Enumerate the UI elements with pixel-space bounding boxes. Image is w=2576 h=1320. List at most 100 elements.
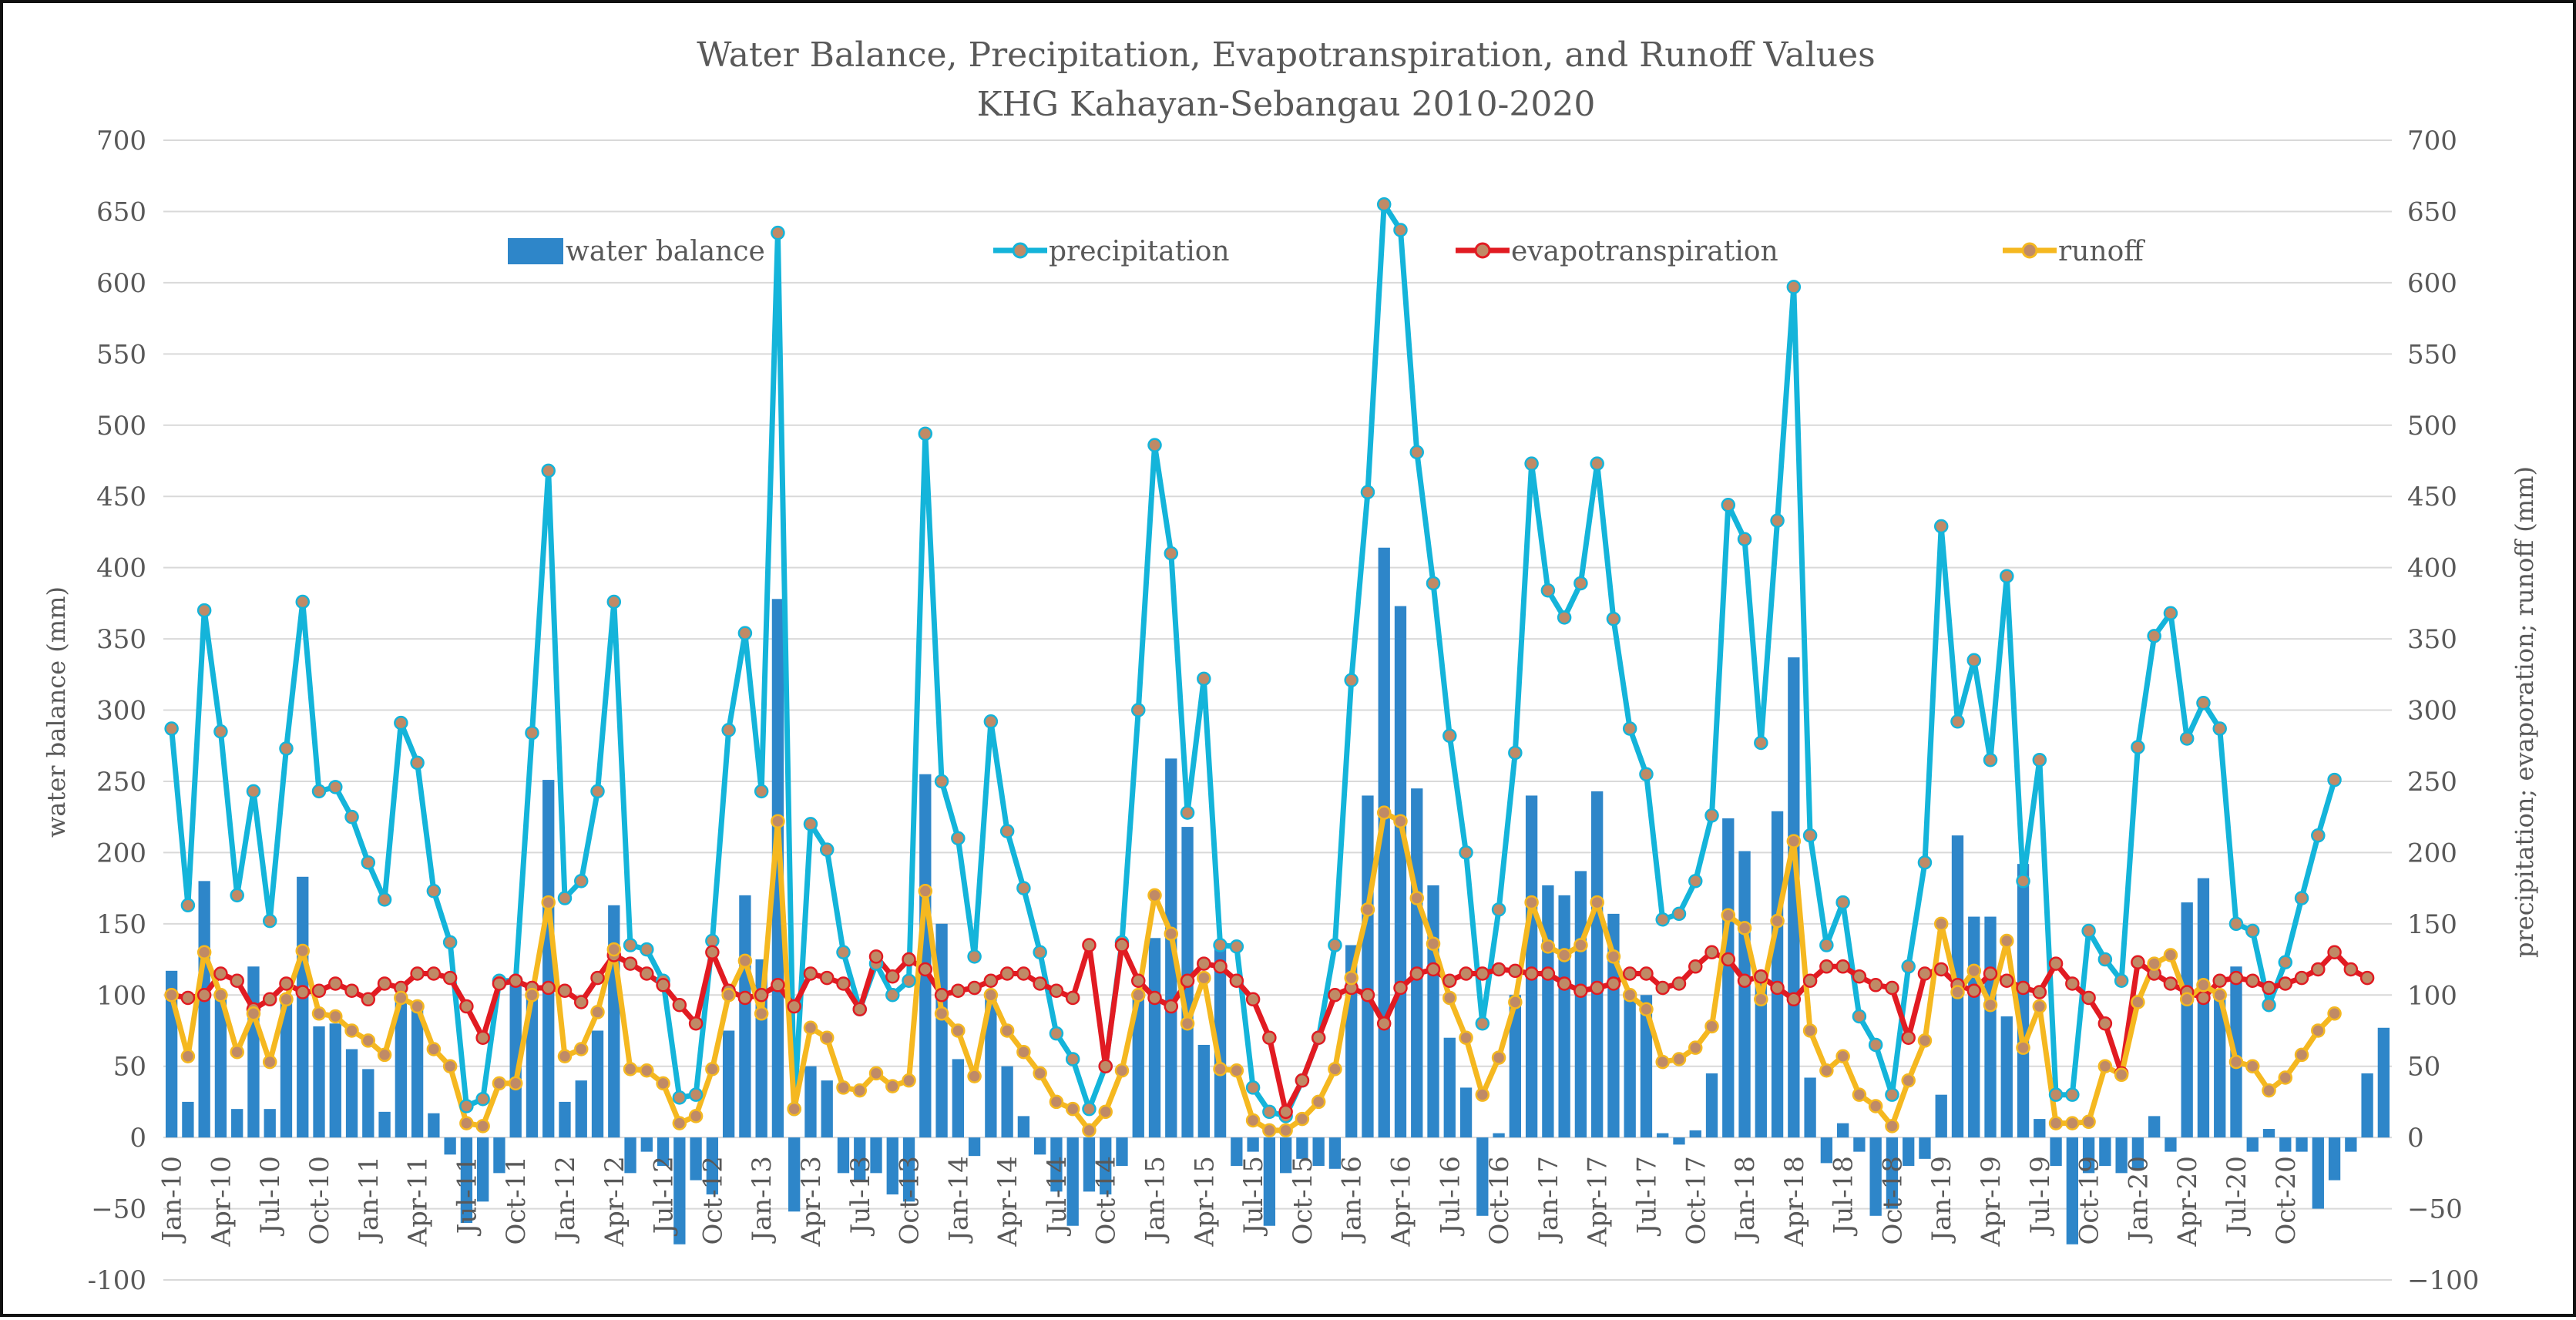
runoff-point xyxy=(656,1076,670,1091)
precipitation-point xyxy=(1901,959,1916,974)
water-balance-bar xyxy=(2115,1137,2128,1174)
evapotranspiration-point xyxy=(1933,962,1949,977)
runoff-point xyxy=(1360,902,1375,917)
evapotranspiration-point xyxy=(1639,966,1654,981)
water-balance-bar xyxy=(657,1137,670,1167)
runoff-point xyxy=(836,1080,851,1095)
water-balance-bar xyxy=(1034,1137,1046,1155)
precipitation-point xyxy=(1737,532,1752,546)
precipitation-point xyxy=(1360,485,1375,499)
precipitation-point xyxy=(819,842,835,857)
water-balance-bar xyxy=(591,1030,604,1138)
runoff-point xyxy=(1508,995,1523,1009)
evapotranspiration-point xyxy=(1802,973,1818,989)
evapotranspiration-point xyxy=(983,973,999,989)
precipitation-point xyxy=(737,626,753,640)
runoff-point xyxy=(1393,814,1408,828)
water-balance-bar xyxy=(2017,864,2030,1138)
water-balance-bar xyxy=(1935,1094,1947,1138)
y-tick-label: 300 xyxy=(96,696,146,727)
precipitation-point xyxy=(295,594,310,610)
evapotranspiration-point xyxy=(574,995,589,1009)
x-tick-label: Apr-14 xyxy=(992,1156,1023,1247)
evapotranspiration-point xyxy=(459,999,474,1014)
water-balance-bar xyxy=(1836,1123,1849,1138)
precipitation-point xyxy=(1557,610,1572,625)
runoff-point xyxy=(377,1047,392,1063)
runoff-point xyxy=(541,895,556,910)
evapotranspiration-point xyxy=(508,973,523,989)
water-balance-bar xyxy=(673,1137,686,1244)
precipitation-point xyxy=(1671,906,1687,922)
precipitation-point xyxy=(1131,703,1146,717)
runoff-point xyxy=(1229,1063,1244,1078)
evapotranspiration-point xyxy=(1540,966,1556,981)
legend-label-evapotranspiration: evapotranspiration xyxy=(1511,236,1778,267)
precipitation-point xyxy=(1409,445,1424,460)
runoff-point xyxy=(311,1006,327,1021)
evapotranspiration-point xyxy=(672,997,687,1013)
runoff-point xyxy=(2081,1114,2096,1130)
evapotranspiration-point xyxy=(688,1016,704,1031)
runoff-point xyxy=(1049,1094,1064,1110)
runoff-point xyxy=(426,1042,442,1056)
precipitation-point xyxy=(1835,895,1850,910)
chart-title: Water Balance, Precipitation, Evapotrans… xyxy=(697,35,1875,75)
runoff-point xyxy=(1131,988,1146,1003)
x-tick-label: Apr-18 xyxy=(1779,1156,1810,1247)
runoff-point xyxy=(295,943,310,959)
evapotranspiration-point xyxy=(1295,1073,1310,1088)
water-balance-bar xyxy=(2361,1073,2373,1138)
y-tick-label: −50 xyxy=(91,1194,146,1225)
x-tick-label: Oct-20 xyxy=(2271,1156,2302,1244)
runoff-point xyxy=(1819,1063,1834,1078)
runoff-point xyxy=(1016,1044,1031,1060)
runoff-point xyxy=(1901,1073,1916,1088)
runoff-point xyxy=(803,1020,818,1036)
precipitation-point xyxy=(1770,513,1785,528)
x-tick-label: Jul-20 xyxy=(2222,1156,2252,1236)
runoff-point xyxy=(1737,921,1752,935)
runoff-point xyxy=(164,988,179,1003)
runoff-point xyxy=(1376,805,1392,820)
precipitation-point xyxy=(230,888,244,903)
x-tick-label: Jul-10 xyxy=(255,1156,286,1236)
water-balance-bar xyxy=(411,1009,424,1138)
evapotranspiration-point xyxy=(1409,966,1424,981)
evapotranspiration-point xyxy=(213,966,228,981)
runoff-point xyxy=(1606,949,1621,964)
chart-subtitle: KHG Kahayan-Sebangau 2010-2020 xyxy=(977,85,1596,124)
runoff-point xyxy=(2114,1067,2129,1083)
runoff-point xyxy=(2196,978,2211,993)
water-balance-bar xyxy=(1853,1137,1866,1152)
evapotranspiration-point xyxy=(2327,945,2342,960)
precipitation-point xyxy=(754,784,769,799)
water-balance-bar xyxy=(1459,1087,1473,1138)
evapotranspiration-point xyxy=(868,949,884,964)
x-tick-label: Oct-12 xyxy=(697,1156,728,1244)
runoff-point xyxy=(2278,1070,2293,1085)
x-tick-label: Apr-16 xyxy=(1386,1156,1417,1247)
water-balance-bar xyxy=(690,1137,702,1181)
y2-tick-label: −100 xyxy=(2407,1265,2479,1296)
evapotranspiration-point xyxy=(2032,985,2047,999)
water-balance-bar xyxy=(886,1137,898,1195)
evapotranspiration-point xyxy=(1082,938,1097,952)
precipitation-point xyxy=(311,784,327,799)
water-balance-bar xyxy=(1755,980,1767,1138)
runoff-point xyxy=(475,1119,490,1134)
evapotranspiration-point xyxy=(1114,938,1130,952)
evapotranspiration-point xyxy=(2163,976,2178,991)
runoff-point xyxy=(1754,992,1768,1007)
water-balance-bar xyxy=(1100,1137,1112,1195)
precipitation-point xyxy=(1376,196,1392,212)
precipitation-point xyxy=(1442,728,1457,744)
water-balance-bar xyxy=(640,1137,653,1152)
water-balance-bar xyxy=(1247,1137,1259,1152)
water-balance-bar xyxy=(231,1109,243,1138)
runoff-point xyxy=(1540,939,1556,954)
precipitation-point xyxy=(394,715,408,731)
runoff-point xyxy=(967,1069,982,1083)
runoff-point xyxy=(1426,936,1441,951)
precipitation-point xyxy=(803,817,818,831)
